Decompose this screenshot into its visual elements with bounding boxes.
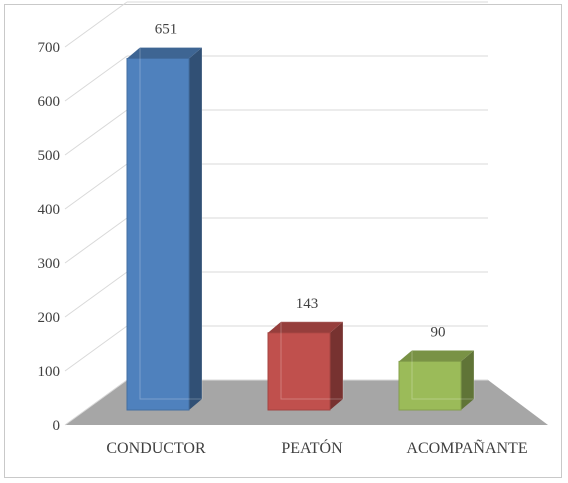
bar-peatón [267,321,344,411]
bar-edge [411,349,475,400]
bar-top [127,47,202,59]
bar-side [330,321,343,410]
bars [126,46,475,411]
bar-side [189,47,202,411]
gridline-depth [64,1,128,48]
bar-side [461,350,474,410]
gridline-depth [64,109,128,156]
gridline-depth [64,325,128,372]
y-tick-label: 500 [38,148,61,164]
gridline-depth [64,55,128,102]
y-tick-label: 300 [38,256,61,272]
gridline-depth [64,379,128,426]
bar-front [398,360,462,411]
x-category-label: CONDUCTOR [106,440,206,457]
y-tick-label: 100 [38,364,61,380]
bar-edge [139,46,203,400]
x-category-label: PEATÓN [281,438,343,457]
y-tick-label: 200 [38,310,61,326]
gridline-depth [64,163,128,210]
bar-edge [280,321,344,400]
data-label: 651 [155,21,178,37]
labels: 0 100 200 300 400 500 600 700 651 CONDUCTOR 143 PEA… [38,21,528,457]
y-tick-label: 400 [38,202,61,218]
bar-conductor [126,46,203,411]
bar-front [267,332,331,411]
gridline-depth [64,271,128,318]
y-tick-label: 600 [38,94,61,110]
data-label: 143 [296,296,319,312]
bar-acompañante [398,349,475,411]
x-category-label: ACOMPAÑANTE [406,439,527,457]
bar-top [399,350,474,362]
bar-top [268,321,343,333]
y-tick-label: 0 [53,418,61,434]
bar-front [126,57,190,411]
y-tick-label: 700 [38,40,61,56]
gridline-depth [64,217,128,264]
data-label: 90 [431,324,446,340]
